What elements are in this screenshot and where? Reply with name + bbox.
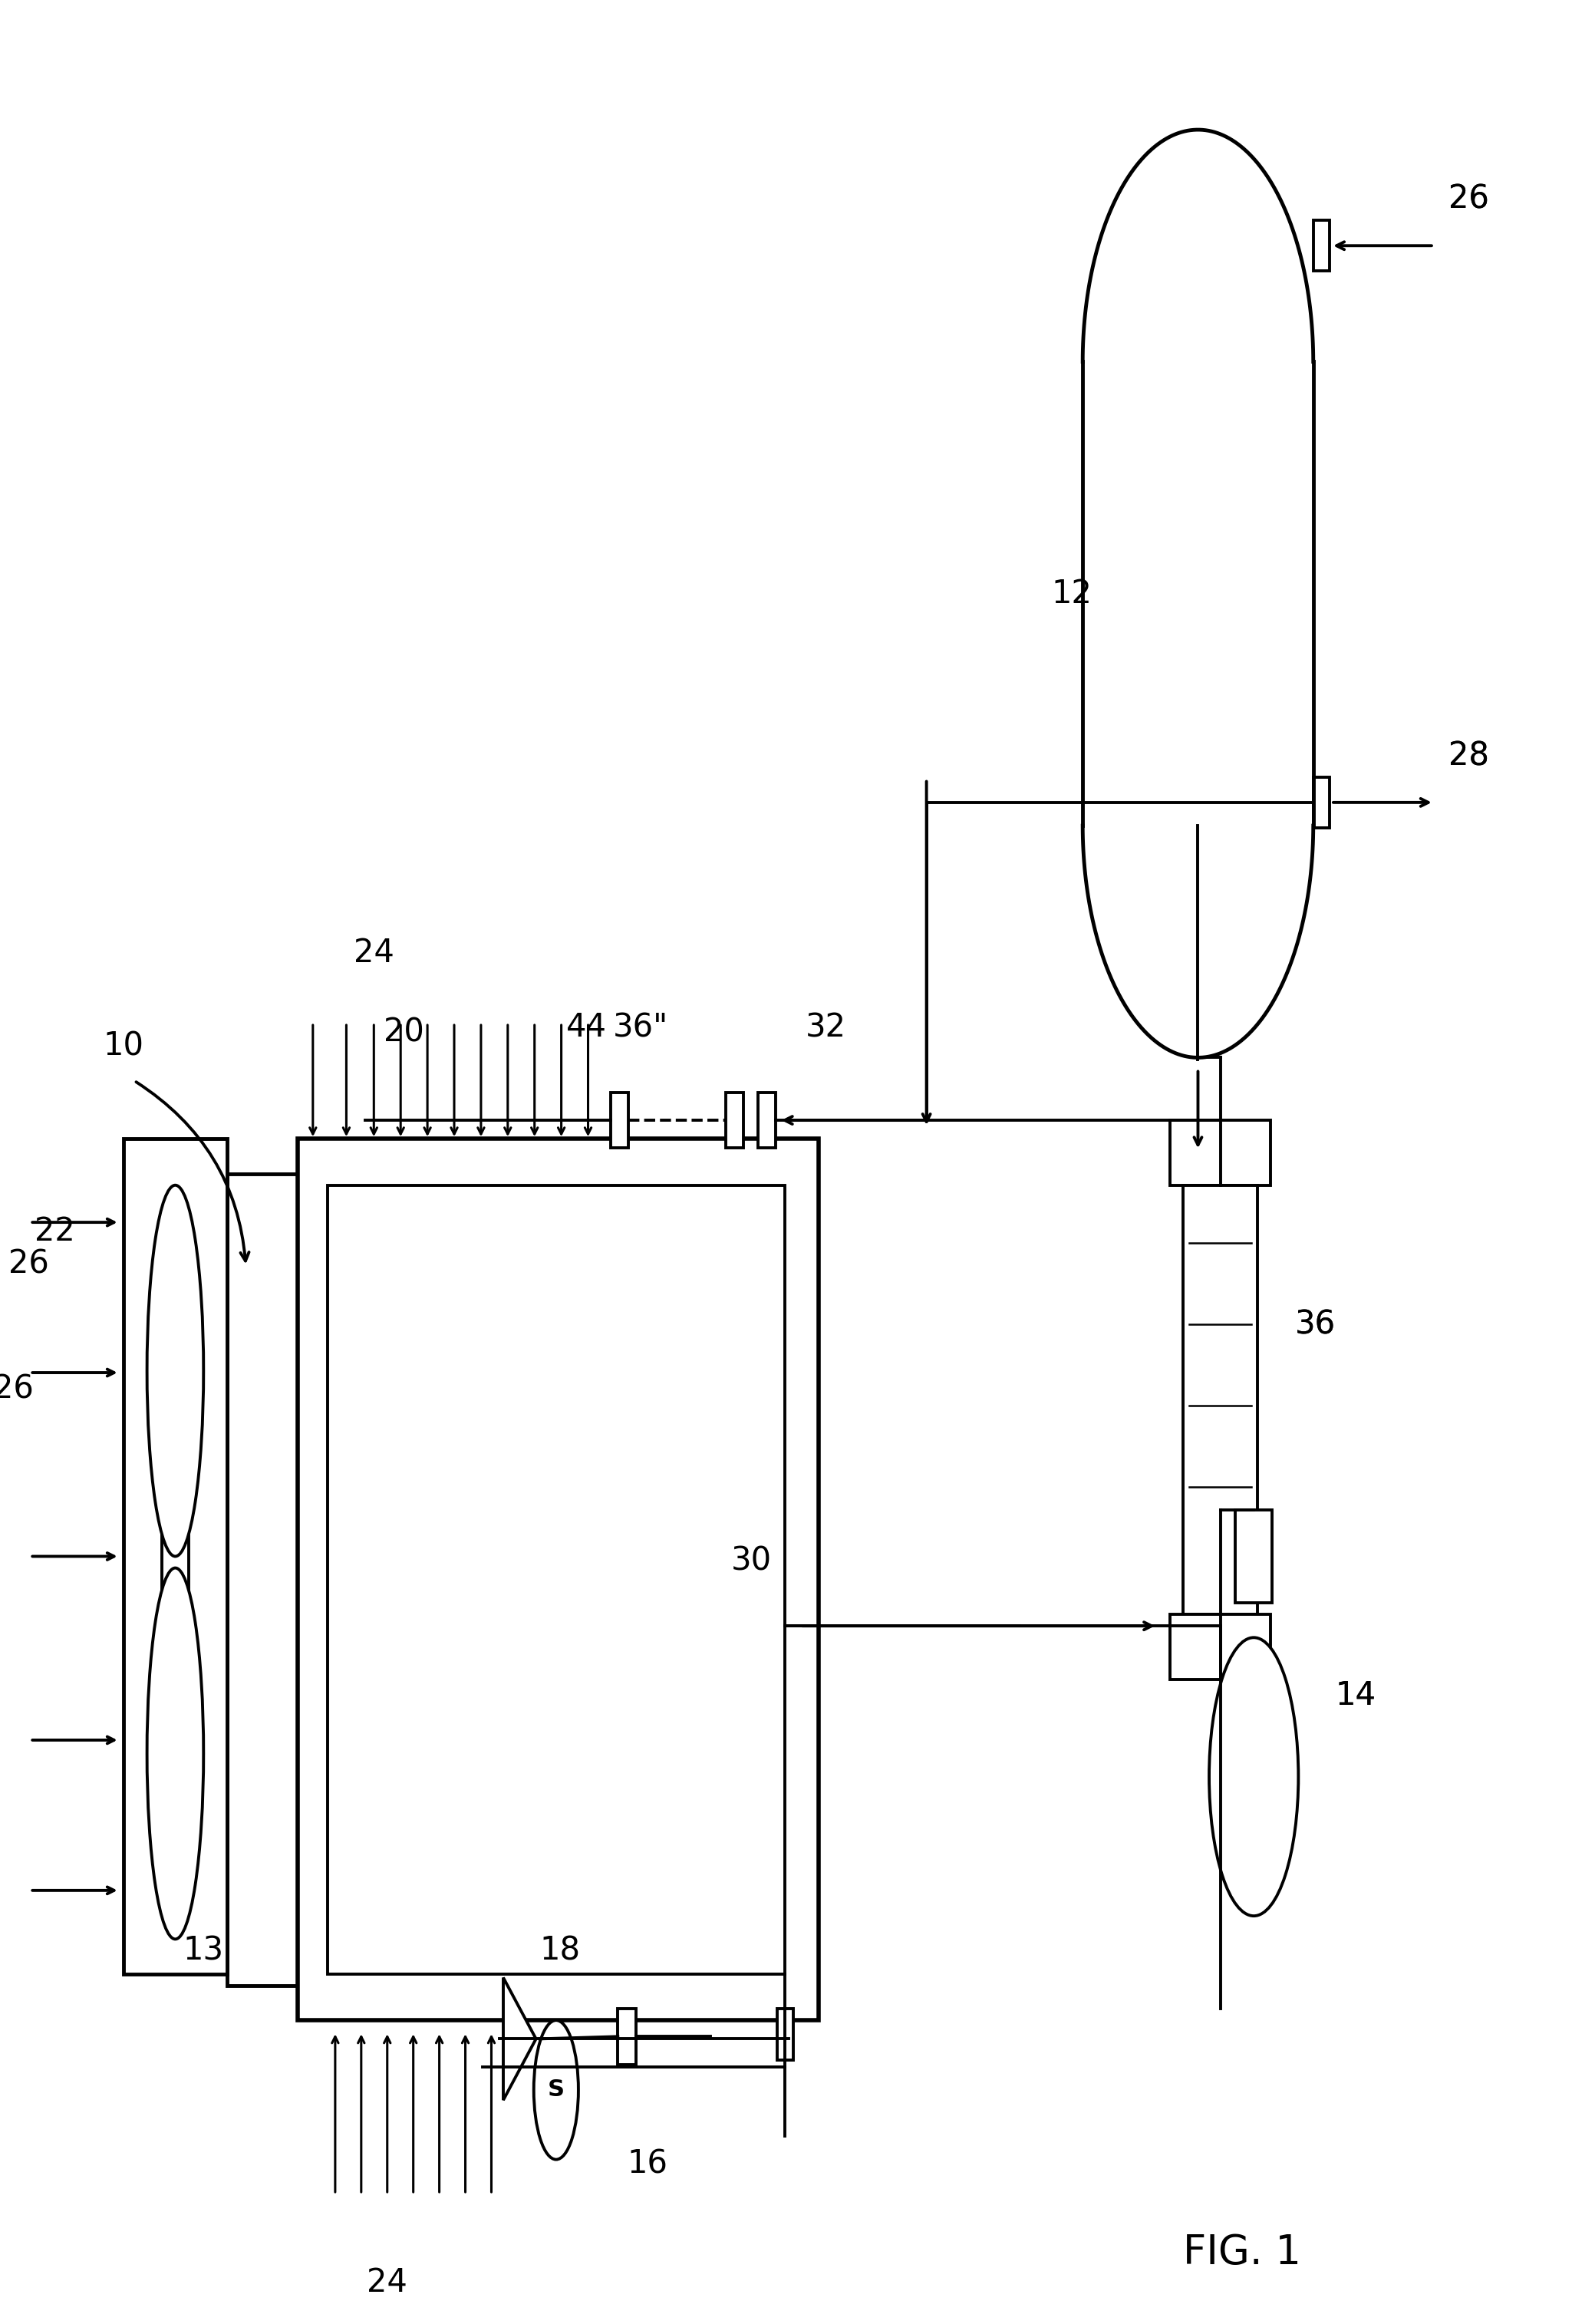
Bar: [618, 2008, 635, 2064]
Text: 44: 44: [566, 1011, 607, 1043]
Bar: [1236, 1511, 1272, 1604]
Bar: [1170, 1120, 1270, 1185]
Polygon shape: [503, 1978, 536, 2101]
Text: 26: 26: [1449, 184, 1489, 216]
Bar: [1170, 1615, 1270, 1680]
Text: 10: 10: [102, 1030, 143, 1062]
Bar: [1184, 1185, 1258, 1615]
Bar: [327, 1185, 784, 1973]
Bar: [1313, 221, 1330, 272]
Bar: [1313, 776, 1330, 827]
Text: 18: 18: [539, 1934, 580, 1966]
Bar: [726, 1092, 744, 1148]
Text: 26: 26: [1449, 184, 1489, 216]
Ellipse shape: [148, 1569, 203, 1938]
Text: FIG. 1: FIG. 1: [1184, 2233, 1302, 2273]
Text: 16: 16: [627, 2147, 668, 2180]
Text: 24: 24: [366, 2266, 407, 2298]
Text: 32: 32: [805, 1011, 846, 1043]
Text: 26: 26: [8, 1248, 49, 1281]
Text: 14: 14: [1336, 1680, 1376, 1713]
Text: 28: 28: [1449, 739, 1489, 772]
Text: 24: 24: [354, 937, 395, 969]
Circle shape: [534, 2020, 578, 2159]
Ellipse shape: [148, 1185, 203, 1557]
Bar: [162, 1515, 189, 1599]
Text: 36: 36: [1295, 1308, 1336, 1341]
Bar: [123, 1139, 228, 1973]
Text: 30: 30: [731, 1545, 772, 1578]
Text: S: S: [547, 2078, 564, 2101]
Text: 12: 12: [1052, 579, 1093, 609]
Bar: [228, 1174, 299, 1985]
Circle shape: [1209, 1638, 1298, 1915]
Bar: [610, 1092, 629, 1148]
Text: 14: 14: [1336, 1680, 1376, 1713]
Text: 20: 20: [384, 1016, 424, 1048]
Bar: [299, 1139, 819, 2020]
Text: 13: 13: [182, 1934, 223, 1966]
Bar: [758, 1092, 775, 1148]
Text: 36: 36: [1295, 1308, 1336, 1341]
Text: 28: 28: [1449, 739, 1489, 772]
Bar: [777, 2008, 794, 2059]
Text: 22: 22: [35, 1215, 75, 1248]
Text: 36": 36": [613, 1011, 668, 1043]
Text: 26: 26: [0, 1373, 35, 1406]
